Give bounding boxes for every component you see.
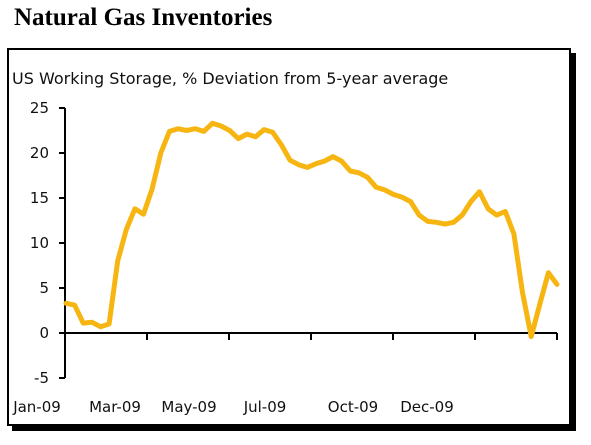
y-tick-label: 25 (30, 99, 49, 117)
plot-area: 25 20 15 10 5 0 -5 Jan-09 Mar-09 May-09 Jul-09 Oct-… (12, 99, 560, 416)
page-title: Natural Gas Inventories (14, 4, 273, 31)
chart-subtitle: US Working Storage, % Deviation from 5-y… (12, 69, 448, 88)
x-tick-label: Mar-09 (89, 398, 141, 416)
y-tick-label: 20 (30, 144, 49, 162)
chart-panel: US Working Storage, % Deviation from 5-y… (7, 48, 571, 426)
y-tick-label: 10 (30, 234, 49, 252)
line-chart: US Working Storage, % Deviation from 5-y… (12, 69, 560, 416)
x-tick-label: Oct-09 (328, 398, 378, 416)
x-tick-label: Jul-09 (243, 398, 287, 416)
y-tick-label: 0 (39, 324, 49, 342)
x-tick-label: Jan-09 (12, 398, 61, 416)
series-line (63, 120, 560, 340)
y-tick-label: -5 (34, 369, 49, 387)
y-tick-label: 5 (39, 279, 49, 297)
x-tick-label: May-09 (161, 398, 216, 416)
x-tick-label: Dec-09 (400, 398, 454, 416)
y-tick-label: 15 (30, 189, 49, 207)
